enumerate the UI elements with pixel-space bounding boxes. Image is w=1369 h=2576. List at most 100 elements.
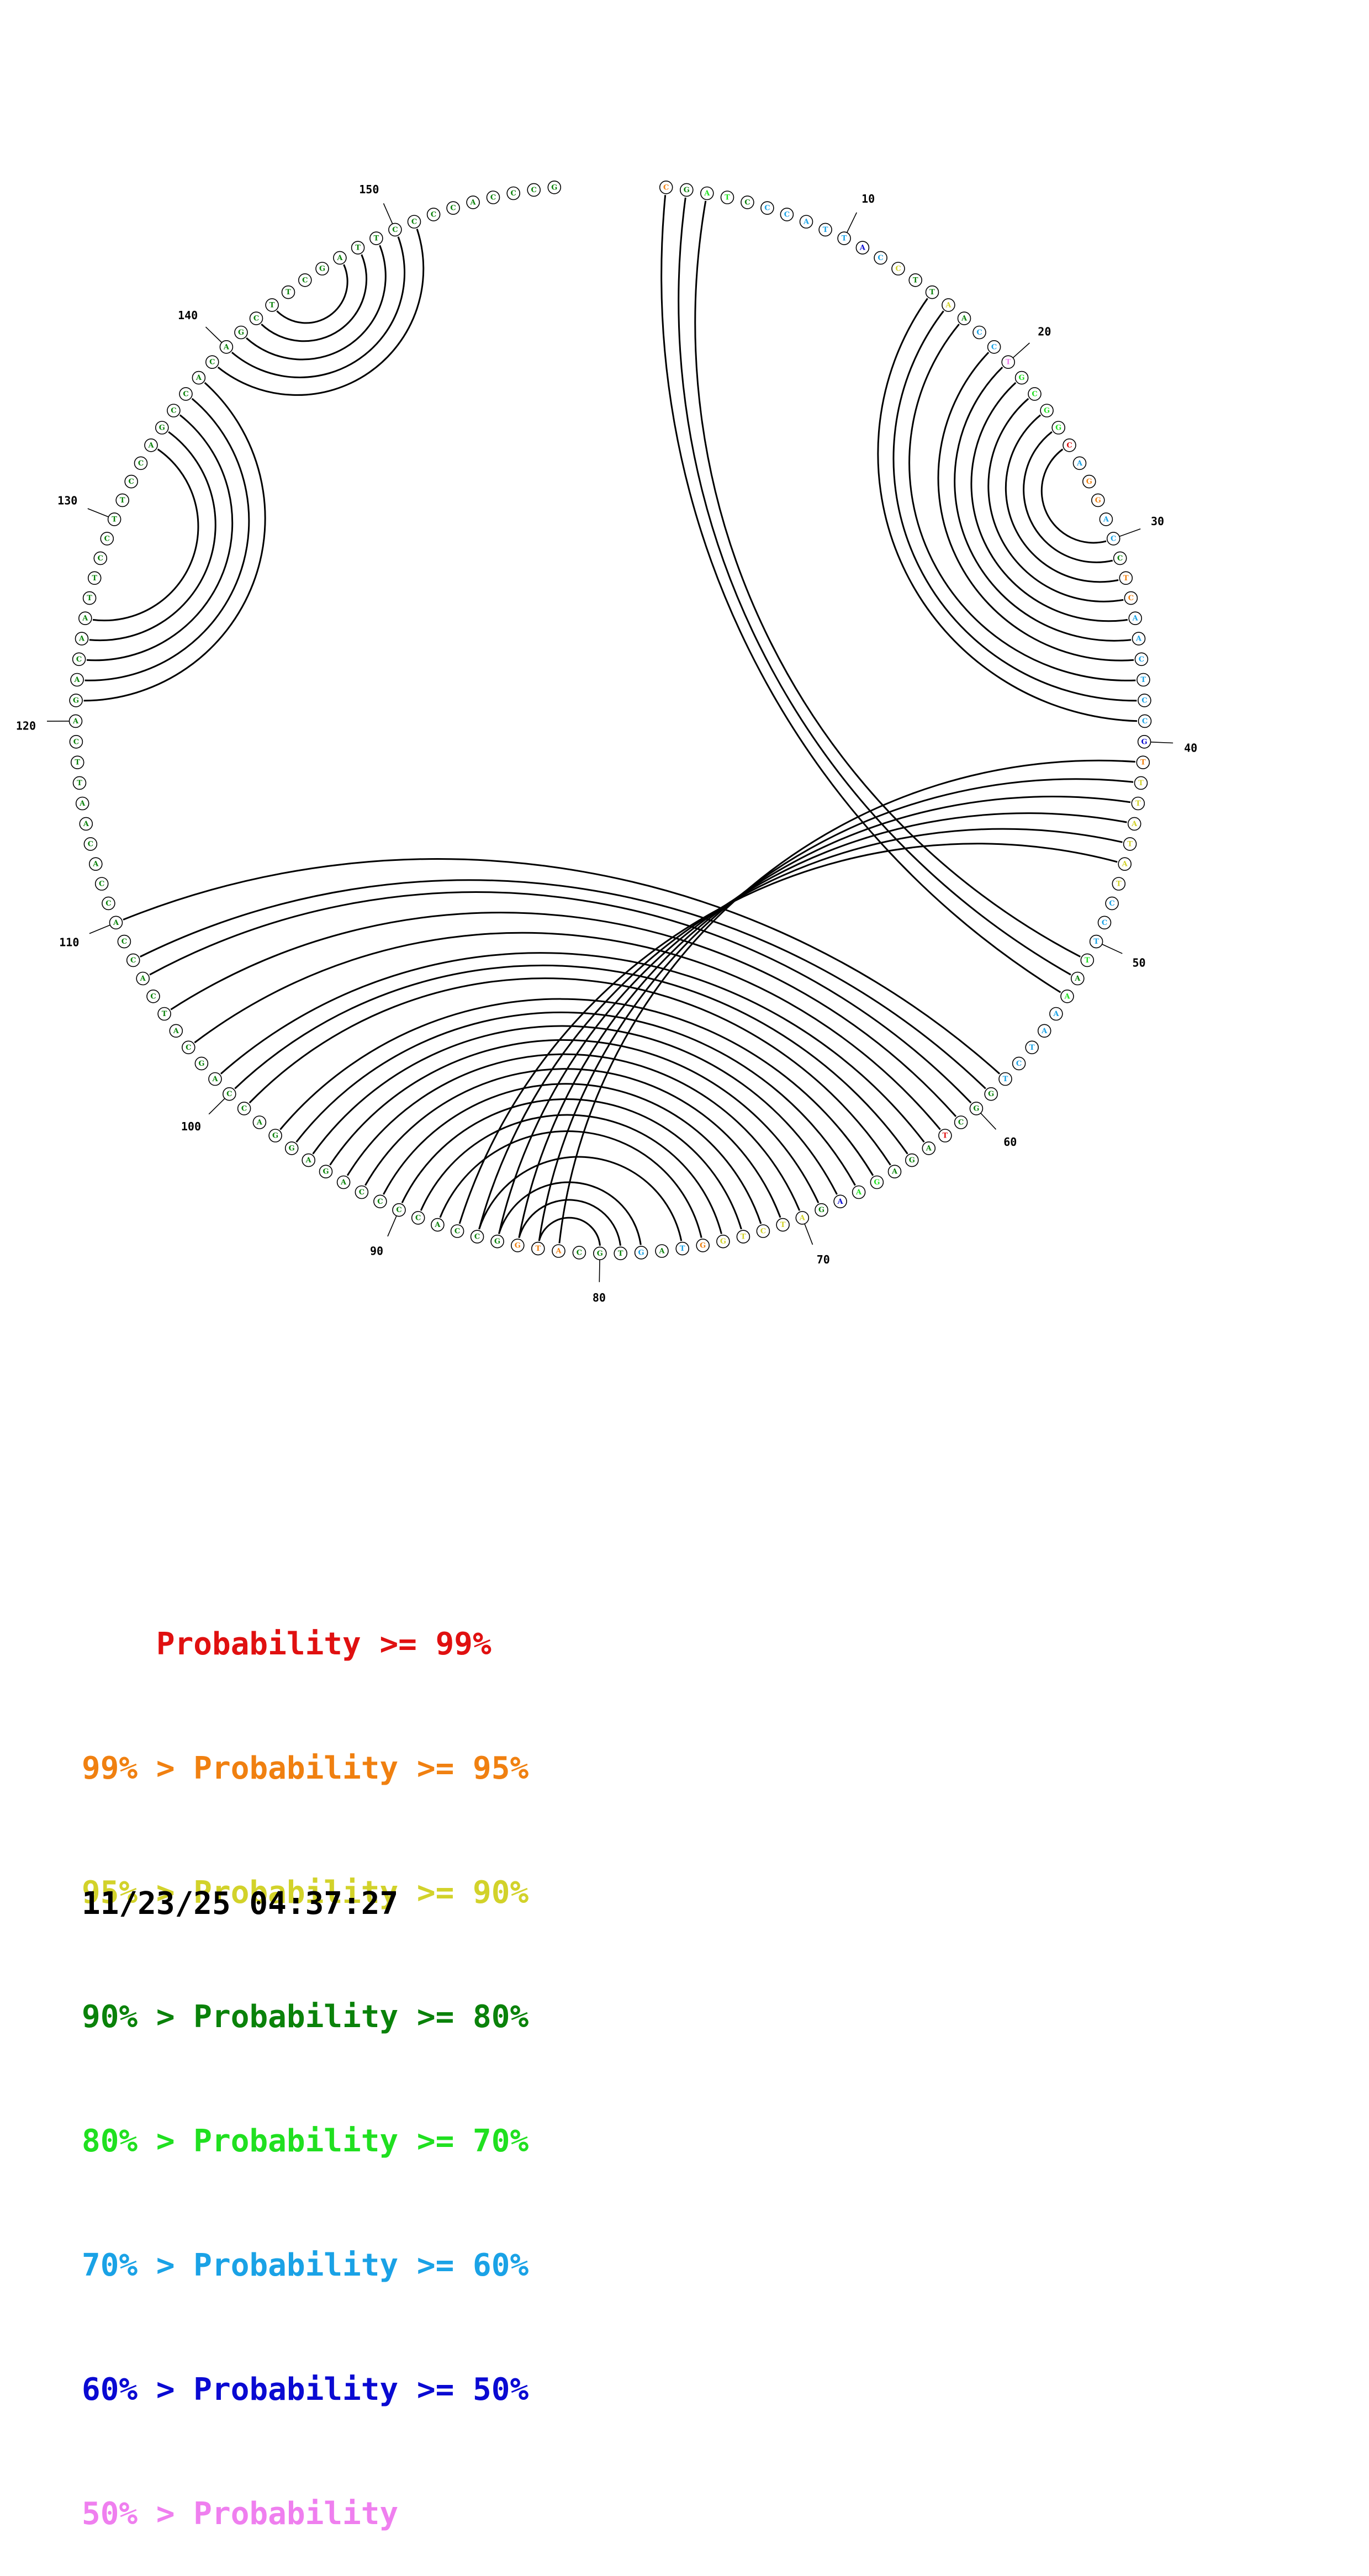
nucleotide-letter: C [744,198,750,207]
nucleotide: A [170,1024,182,1037]
nucleotide-letter: G [700,1241,706,1250]
tick-label: 110 [59,935,79,949]
nucleotide: A [76,797,89,810]
nucleotide: C [389,223,401,236]
nucleotide: G [594,1247,606,1260]
nucleotide-letter: C [241,1104,247,1113]
base-pair-arc [459,844,1117,1224]
base-pair-arc [330,1040,819,1203]
nucleotide-letter: C [121,938,127,946]
nucleotide: C [1063,439,1076,452]
base-pair-arc [280,999,873,1176]
nucleotide-letter: G [159,424,165,432]
legend-suffix: >= 70% [398,2123,528,2159]
nucleotide-letter: T [355,244,361,252]
nucleotide-letter: C [511,189,516,198]
nucleotide: G [316,262,329,275]
nucleotide: C [1135,653,1148,665]
nucleotide: C [487,191,500,204]
nucleotide-letter: C [186,1044,191,1052]
nucleotide: C [874,251,887,264]
tick-label: 20 [1038,325,1051,338]
probability-legend: Probability >= 99% 99% > Probability >= … [82,1541,528,2576]
nucleotide: A [467,196,479,209]
legend-prefix [82,1626,156,1662]
nucleotide-letter: A [79,800,86,808]
legend-row: 70% > Probability >= 60% [82,2245,528,2286]
nucleotide-letter: G [272,1132,278,1140]
nucleotide: C [1139,715,1151,727]
base-pair-arc [383,1084,761,1224]
nucleotide-letter: T [1127,840,1133,848]
tick-line [599,1260,600,1282]
nucleotide-letter: T [1141,676,1146,684]
nucleotide: A [334,251,346,264]
nucleotide-letter: G [1019,374,1025,382]
nucleotide: A [76,632,88,645]
legend-prefix: 90% > [82,1999,193,2035]
nucleotide-letter: C [1141,696,1147,705]
nucleotide-letter: T [823,226,828,234]
nucleotide: T [1119,572,1132,584]
nucleotide: C [393,1204,405,1216]
nucleotide-letter: G [1055,424,1061,432]
nucleotide: A [552,1245,565,1257]
nucleotide-letter: A [891,1168,898,1176]
nucleotide-letter: C [760,1228,766,1236]
nucleotide-letter: T [680,1245,685,1253]
nucleotide-letter: A [704,189,710,198]
nucleotide-letter: C [73,738,79,746]
nucleotide-letter: G [1141,738,1148,746]
nucleotide-letter: A [799,1214,806,1222]
nucleotide: C [1138,694,1151,707]
nucleotide: G [491,1235,504,1248]
nucleotide-letter: A [140,975,146,983]
base-pair-arc [679,198,1071,975]
nucleotide: A [220,341,232,353]
nucleotide-letter: C [138,459,144,468]
nucleotide: T [88,572,101,584]
nucleotide-letter: G [720,1237,726,1246]
nucleotide-letter: C [878,254,883,262]
nucleotide: C [125,475,138,488]
nucleotide-letter: G [909,1156,915,1165]
base-pair-arc [218,229,424,395]
nucleotide-letter: C [129,478,134,486]
nucleotide: C [973,326,986,339]
nucleotide: A [958,312,971,325]
nucleotide: T [614,1247,627,1260]
nucleotide: T [1090,935,1103,948]
nucleotide-letter: T [112,515,117,523]
nucleotide-letter: T [1029,1044,1035,1052]
nucleotide: G [1040,404,1053,417]
legend-suffix: >= 50% [398,2372,528,2408]
nucleotide: C [408,215,421,228]
tick-line [206,327,222,342]
nucleotide-letter: C [1016,1060,1022,1068]
tick-line [1120,529,1141,537]
legend-suffix: >= 95% [398,1750,528,1786]
nucleotide-letter: C [895,265,901,273]
nucleotide-letter: C [1109,900,1114,908]
nucleotide: C [741,196,754,209]
nucleotide: A [431,1219,444,1231]
nucleotide-letter: A [1074,975,1081,983]
nucleotide-letter: A [147,441,154,449]
nucleotide-letter: A [83,820,89,828]
nucleotide: G [680,183,693,196]
nucleotide: A [800,215,813,228]
nucleotide-letter: C [392,226,398,234]
nucleotide: C [1124,592,1137,605]
nucleotide-letter: C [784,210,790,219]
nucleotide: A [701,187,713,200]
nucleotide-letter: T [780,1221,786,1229]
nucleotide-letter: C [105,900,111,908]
nucleotide: T [819,223,832,236]
nucleotide: A [253,1116,266,1129]
nucleotide-letter: G [874,1178,880,1187]
nucleotide: C [84,838,97,850]
nucleotide-letter: A [1132,615,1139,623]
nucleotide: T [939,1129,952,1142]
nucleotide: G [511,1239,524,1252]
tick-line [805,1224,812,1245]
